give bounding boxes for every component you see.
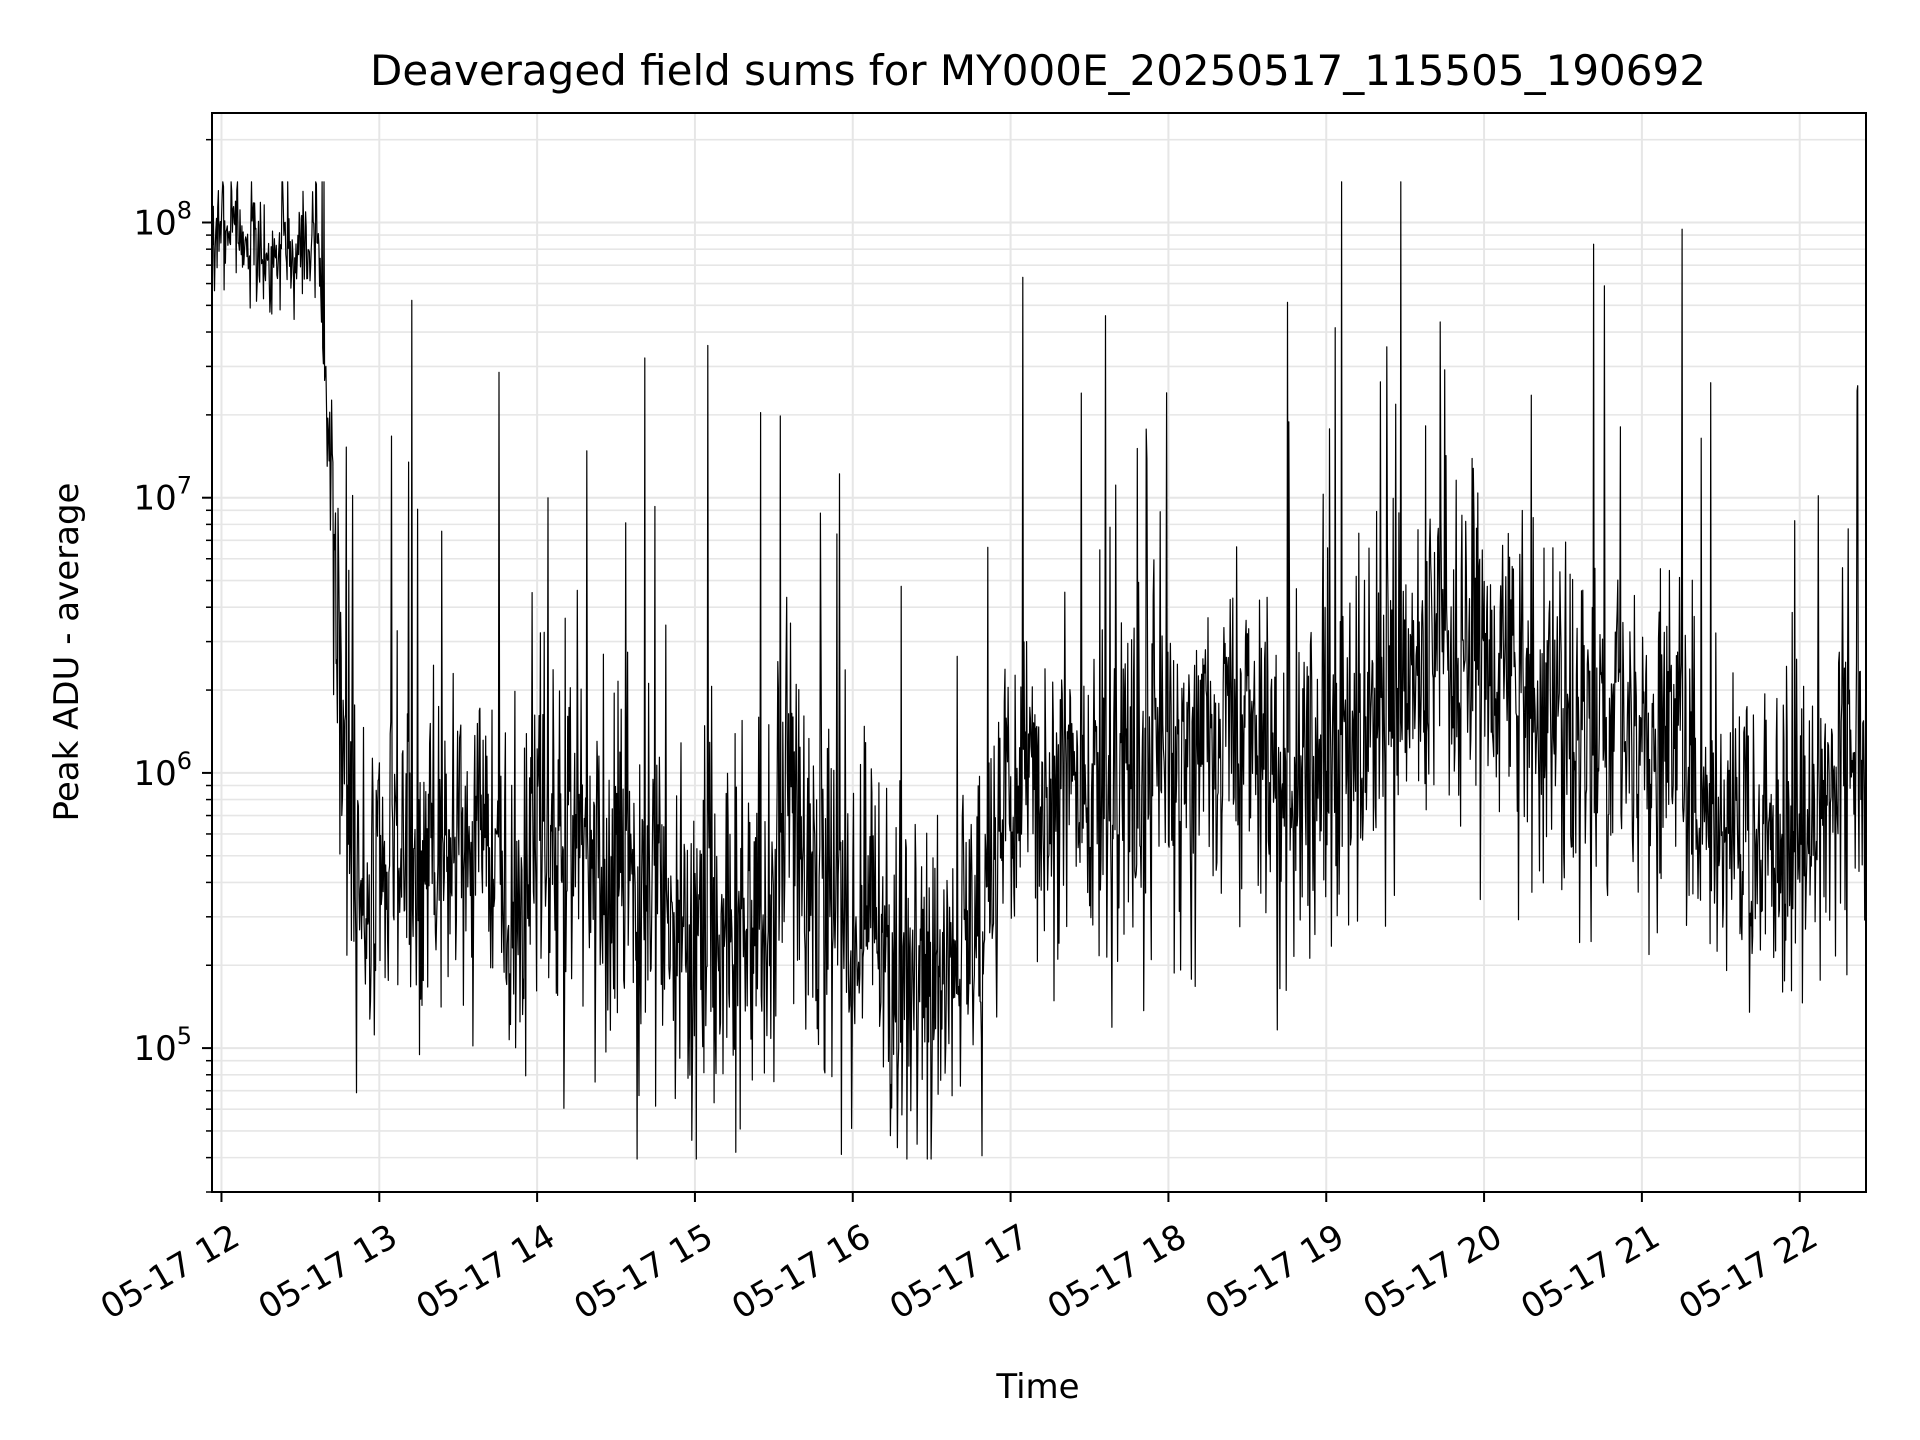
y-tick-label: 106 bbox=[133, 747, 192, 794]
series-layer bbox=[211, 181, 1867, 1160]
x-axis-label: Time bbox=[995, 1367, 1079, 1407]
y-axis-label: Peak ADU - average bbox=[47, 483, 87, 822]
chart-title: Deaveraged field sums for MY000E_2025051… bbox=[370, 46, 1706, 95]
series-line bbox=[211, 181, 1867, 1160]
y-tick-label: 107 bbox=[133, 472, 192, 519]
plot-frame bbox=[211, 112, 1867, 1193]
y-tick-label: 105 bbox=[133, 1022, 192, 1069]
